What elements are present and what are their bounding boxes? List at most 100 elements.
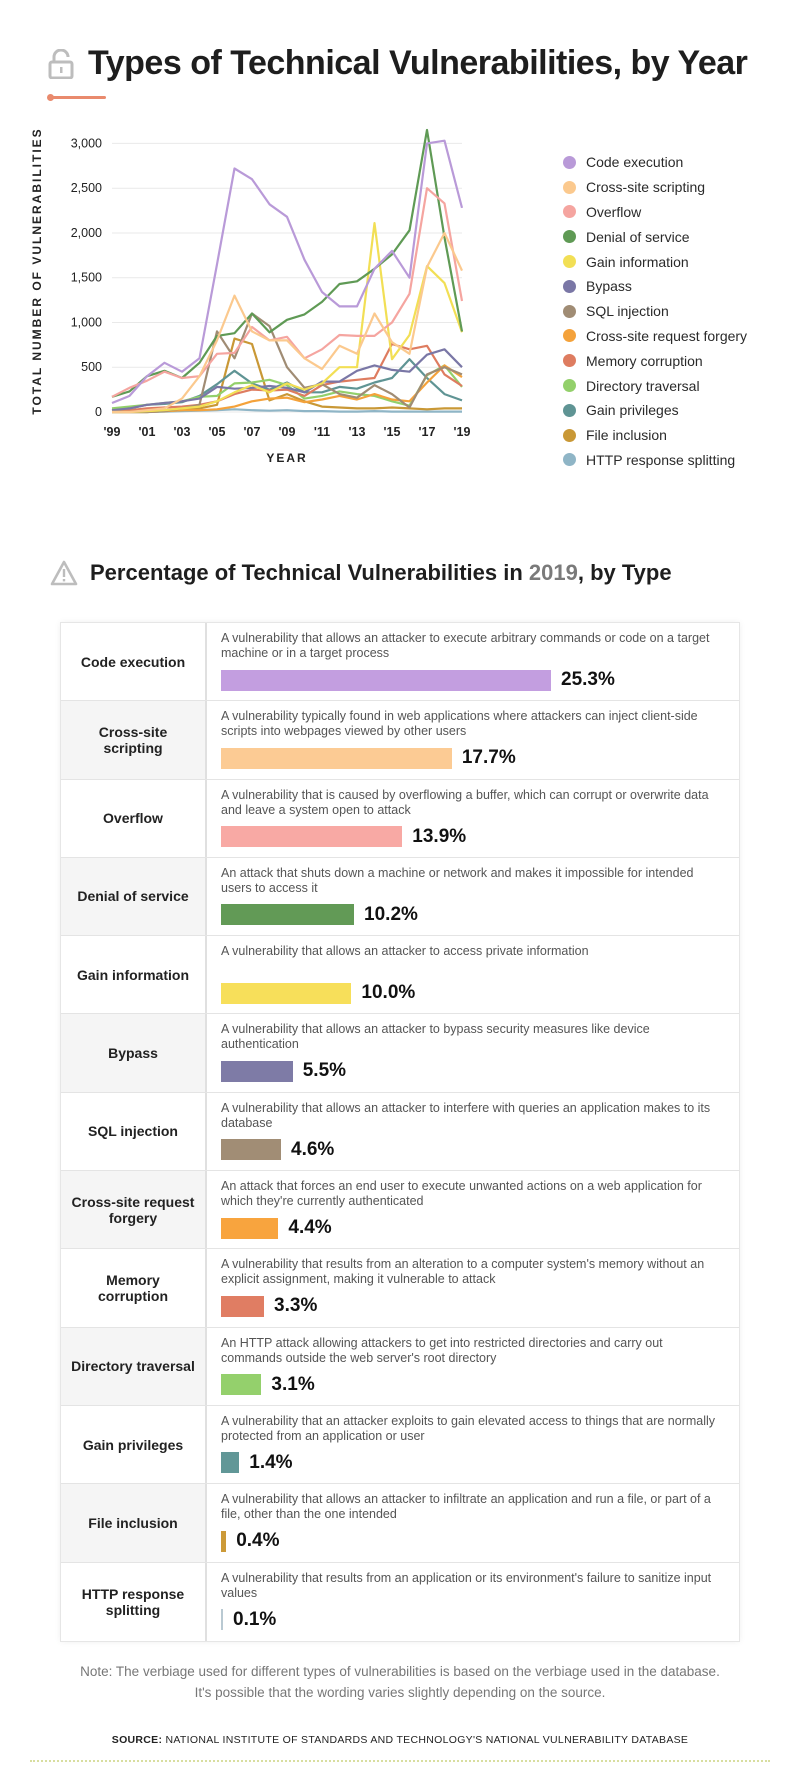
y-tick-label: 1,500 [71,271,102,285]
vulnerability-type-name: Bypass [61,1014,207,1092]
percentage-value: 10.0% [361,982,416,1004]
vulnerability-detail-cell: A vulnerability that allows an attacker … [207,936,739,1013]
legend-label: HTTP response splitting [586,451,736,468]
vulnerability-description: A vulnerability that an attacker exploit… [221,1413,716,1443]
legend-label: Code execution [586,154,684,171]
vulnerability-type-name: File inclusion [61,1484,207,1562]
table-row: Gain information A vulnerability that all… [61,936,739,1015]
percentage-bar-line: 0.1% [221,1609,725,1631]
percentage-value: 4.4% [288,1217,332,1239]
section2-title-prefix: Percentage of Technical Vulnerabilities … [90,560,529,585]
section2-title-suffix: , by Type [577,560,672,585]
vulnerability-detail-cell: A vulnerability that results from an alt… [207,1249,739,1326]
legend-swatch [563,205,576,219]
vulnerability-detail-cell: An HTTP attack allowing attackers to get… [207,1328,739,1405]
legend-swatch [563,155,576,169]
vulnerability-description: A vulnerability that allows an attacker … [221,1492,711,1522]
footnote: Note: The verbiage used for different ty… [0,1662,800,1704]
section2-heading: Percentage of Technical Vulnerabilities … [50,560,672,586]
vulnerability-detail-cell: An attack that forces an end user to exe… [207,1171,739,1248]
table-row: SQL injection A vulnerability that allows… [61,1092,739,1172]
percentage-bar [221,1295,265,1317]
series-line-code-execution [111,139,464,405]
legend-item-denial-of-service: Denial of service [563,224,747,249]
vulnerability-type-name: Cross-site request forgery [61,1171,207,1249]
percentage-bar-line: 0.4% [221,1530,725,1552]
vulnerability-type-name: Memory corruption [61,1249,207,1327]
percentage-value: 0.4% [236,1530,280,1552]
vulnerability-description: An attack that forces an end user to exe… [221,1179,702,1209]
source-text: NATIONAL INSTITUTE OF STANDARDS AND TECH… [165,1734,689,1746]
percentage-bar [221,669,551,691]
x-tick-label: '07 [244,425,261,439]
percentage-bar-line: 4.4% [221,1217,725,1239]
unlocked-padlock-icon [48,48,74,79]
percentage-value: 5.5% [302,1060,347,1082]
legend-item-code-execution: Code execution [563,150,747,175]
vulnerability-description: An HTTP attack allowing attackers to get… [221,1335,663,1365]
percentage-bar [221,747,452,769]
percentage-bar [221,904,355,926]
legend-item-cross-site-request-forgery: Cross-site request forgery [563,324,747,349]
y-tick-label: 500 [81,360,102,374]
legend-swatch [563,453,576,467]
percentage-bar [221,1609,223,1631]
percentage-bar-line: 25.3% [221,669,725,691]
legend-label: Overflow [586,203,642,220]
table-row: Bypass A vulnerability that allows an att… [61,1014,739,1093]
section2-title: Percentage of Technical Vulnerabilities … [90,560,672,586]
legend-item-directory-traversal: Directory traversal [563,373,747,398]
x-tick-label: '01 [139,425,156,439]
percentage-table: Code execution A vulnerability that allow… [60,622,740,1642]
y-tick-label: 2,500 [71,181,102,195]
legend-swatch [563,279,576,293]
percentage-bar-line: 3.3% [221,1295,725,1317]
legend-label: Denial of service [586,228,690,245]
vulnerability-detail-cell: A vulnerability typically found in web a… [207,701,739,778]
table-row: Gain privileges A vulnerability that an a… [61,1405,739,1485]
x-tick-label: '99 [104,425,121,439]
percentage-bar [221,1217,279,1239]
percentage-bar-line: 4.6% [221,1139,725,1161]
legend-swatch [563,180,576,194]
percentage-bar-line: 10.0% [221,982,725,1004]
percentage-bar-line: 5.5% [221,1060,725,1082]
legend-label: Gain information [586,253,689,270]
vulnerability-description: A vulnerability that allows an attacker … [221,631,710,660]
legend-label: Cross-site request forgery [586,327,748,344]
table-row: Cross-site scripting A vulnerability typi… [61,701,739,780]
legend-swatch [563,428,576,442]
vulnerability-type-name: Cross-site scripting [61,701,207,779]
table-row: HTTP response splitting A vulnerability t… [61,1562,739,1641]
line-chart: 0 500 1,000 1,500 2,000 2,500 3,000 '99 '01 '03 '0… [30,127,470,465]
y-tick-label: 1,000 [71,315,102,329]
vulnerability-type-name: Gain information [61,936,207,1014]
series-line-cross-site-scripting [112,231,463,414]
legend-swatch [563,354,576,368]
x-tick-label: '13 [349,425,366,439]
percentage-bar [221,1139,281,1161]
table-row: Denial of service An attack that shuts do… [61,857,739,937]
vulnerability-description: A vulnerability typically found in web a… [221,709,698,739]
title-row: Types of Technical Vulnerabilities, by Y… [48,44,748,83]
series-line-denial-of-service [111,128,464,398]
legend-label: Gain privileges [586,402,679,419]
percentage-bar-line: 1.4% [221,1452,725,1474]
series-line-gain-information [112,221,464,414]
percentage-bar [221,1374,262,1396]
vulnerability-description: A vulnerability that allows an attacker … [221,1100,711,1130]
table-row: Cross-site request forgery An attack that… [61,1171,739,1250]
series-line-overflow [111,187,464,398]
source-label: SOURCE: [111,1734,163,1746]
percentage-value: 3.3% [274,1295,318,1317]
legend-item-gain-privileges: Gain privileges [563,398,747,423]
vulnerability-description: An attack that shuts down a machine or n… [221,865,694,895]
table-row: File inclusion A vulnerability that allow… [61,1484,739,1563]
legend-swatch [563,403,576,417]
vulnerability-detail-cell: A vulnerability that is caused by overfl… [207,780,739,857]
vulnerability-type-name: Gain privileges [61,1405,207,1484]
table-row: Code execution A vulnerability that allow… [61,623,739,702]
footer-dotted-divider [30,1760,770,1762]
x-tick-label: '11 [314,425,330,439]
vulnerability-type-name: Directory traversal [61,1327,207,1405]
